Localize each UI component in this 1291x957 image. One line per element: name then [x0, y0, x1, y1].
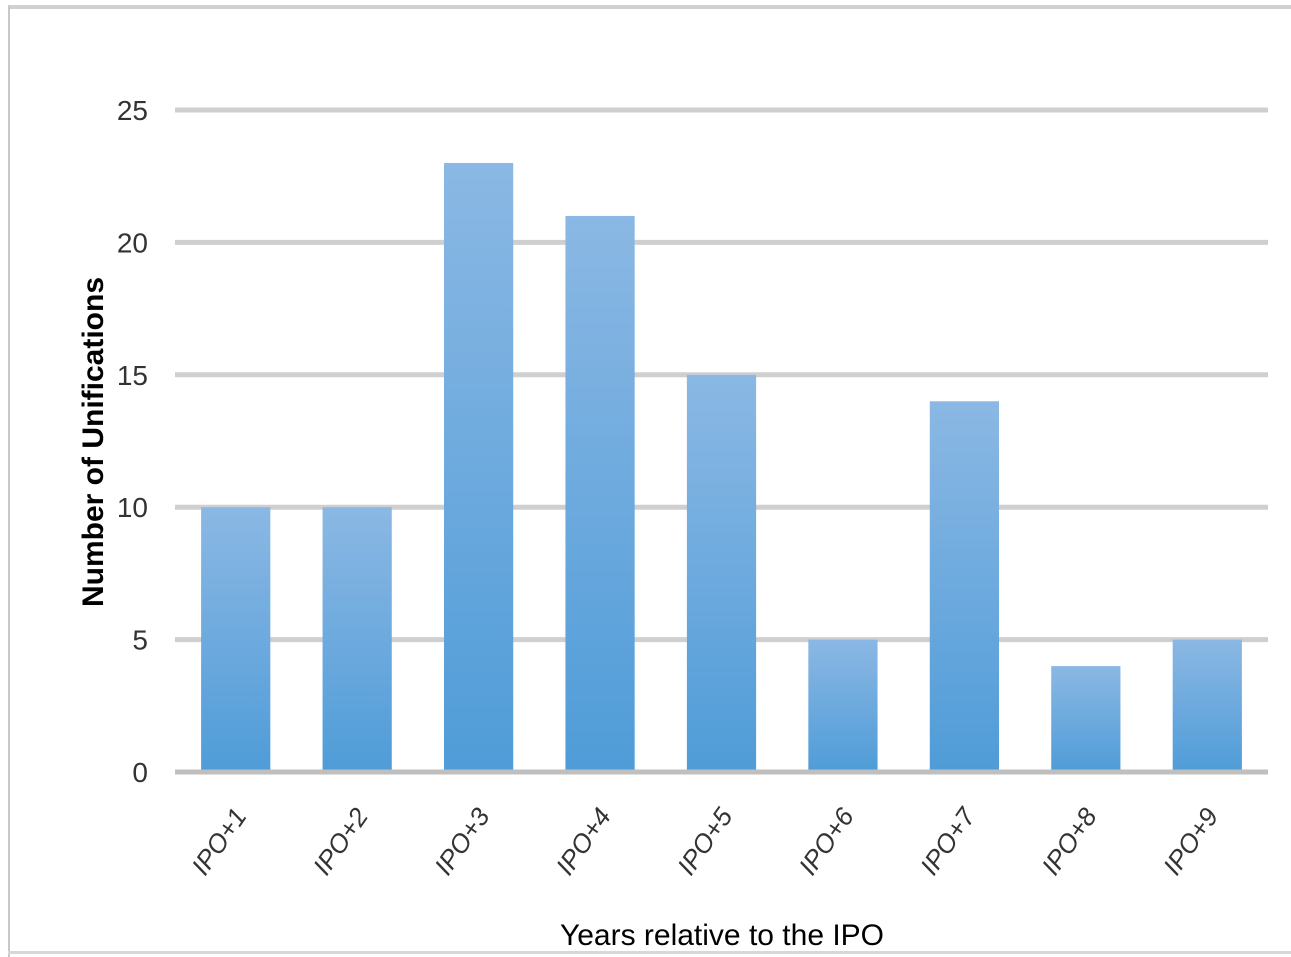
x-tick-label: IPO+8: [1035, 802, 1103, 881]
bars: [201, 162, 1242, 773]
x-tick-label: IPO+2: [307, 802, 375, 881]
x-tick-label: IPO+3: [428, 802, 496, 881]
bar-ipo-2: [322, 507, 392, 772]
bar-ipo-3: [443, 162, 514, 772]
x-tick-label: IPO+5: [671, 802, 739, 881]
y-tick-label: 15: [117, 360, 148, 391]
frame-border-top: [8, 5, 1291, 9]
bar-ipo-7: [929, 401, 1000, 772]
y-tick-label: 0: [132, 757, 148, 788]
bar-ipo-1: [201, 507, 271, 772]
x-tick-label: IPO+4: [550, 802, 617, 880]
x-tick-label: IPO+7: [914, 801, 982, 880]
y-tick-label: 5: [132, 625, 148, 656]
bar-ipo-5: [686, 374, 757, 772]
bar-ipo-8: [1051, 666, 1121, 772]
y-tick-labels: 0 5 10 15 20 25: [117, 95, 148, 788]
y-tick-label: 20: [117, 227, 148, 258]
frame-border-left: [8, 5, 10, 957]
y-tick-label: 25: [117, 95, 148, 126]
x-tick-label: IPO+6: [793, 802, 861, 881]
y-tick-label: 10: [117, 492, 148, 523]
frame-border-bottom: [8, 951, 1291, 954]
bar-ipo-9: [1172, 639, 1242, 772]
bar-ipo-4: [565, 215, 635, 773]
bar-ipo-6: [808, 639, 878, 772]
x-axis-title: Years relative to the IPO: [560, 919, 884, 952]
x-tick-label: IPO+9: [1157, 802, 1224, 880]
y-axis-title: Number of Unifications: [77, 277, 110, 607]
x-tick-label: IPO+1: [185, 802, 252, 880]
x-tick-labels: IPO+1 IPO+2 IPO+3 IPO+4 IPO+5 IPO+6 IPO+7 IPO+8…: [185, 801, 1224, 880]
